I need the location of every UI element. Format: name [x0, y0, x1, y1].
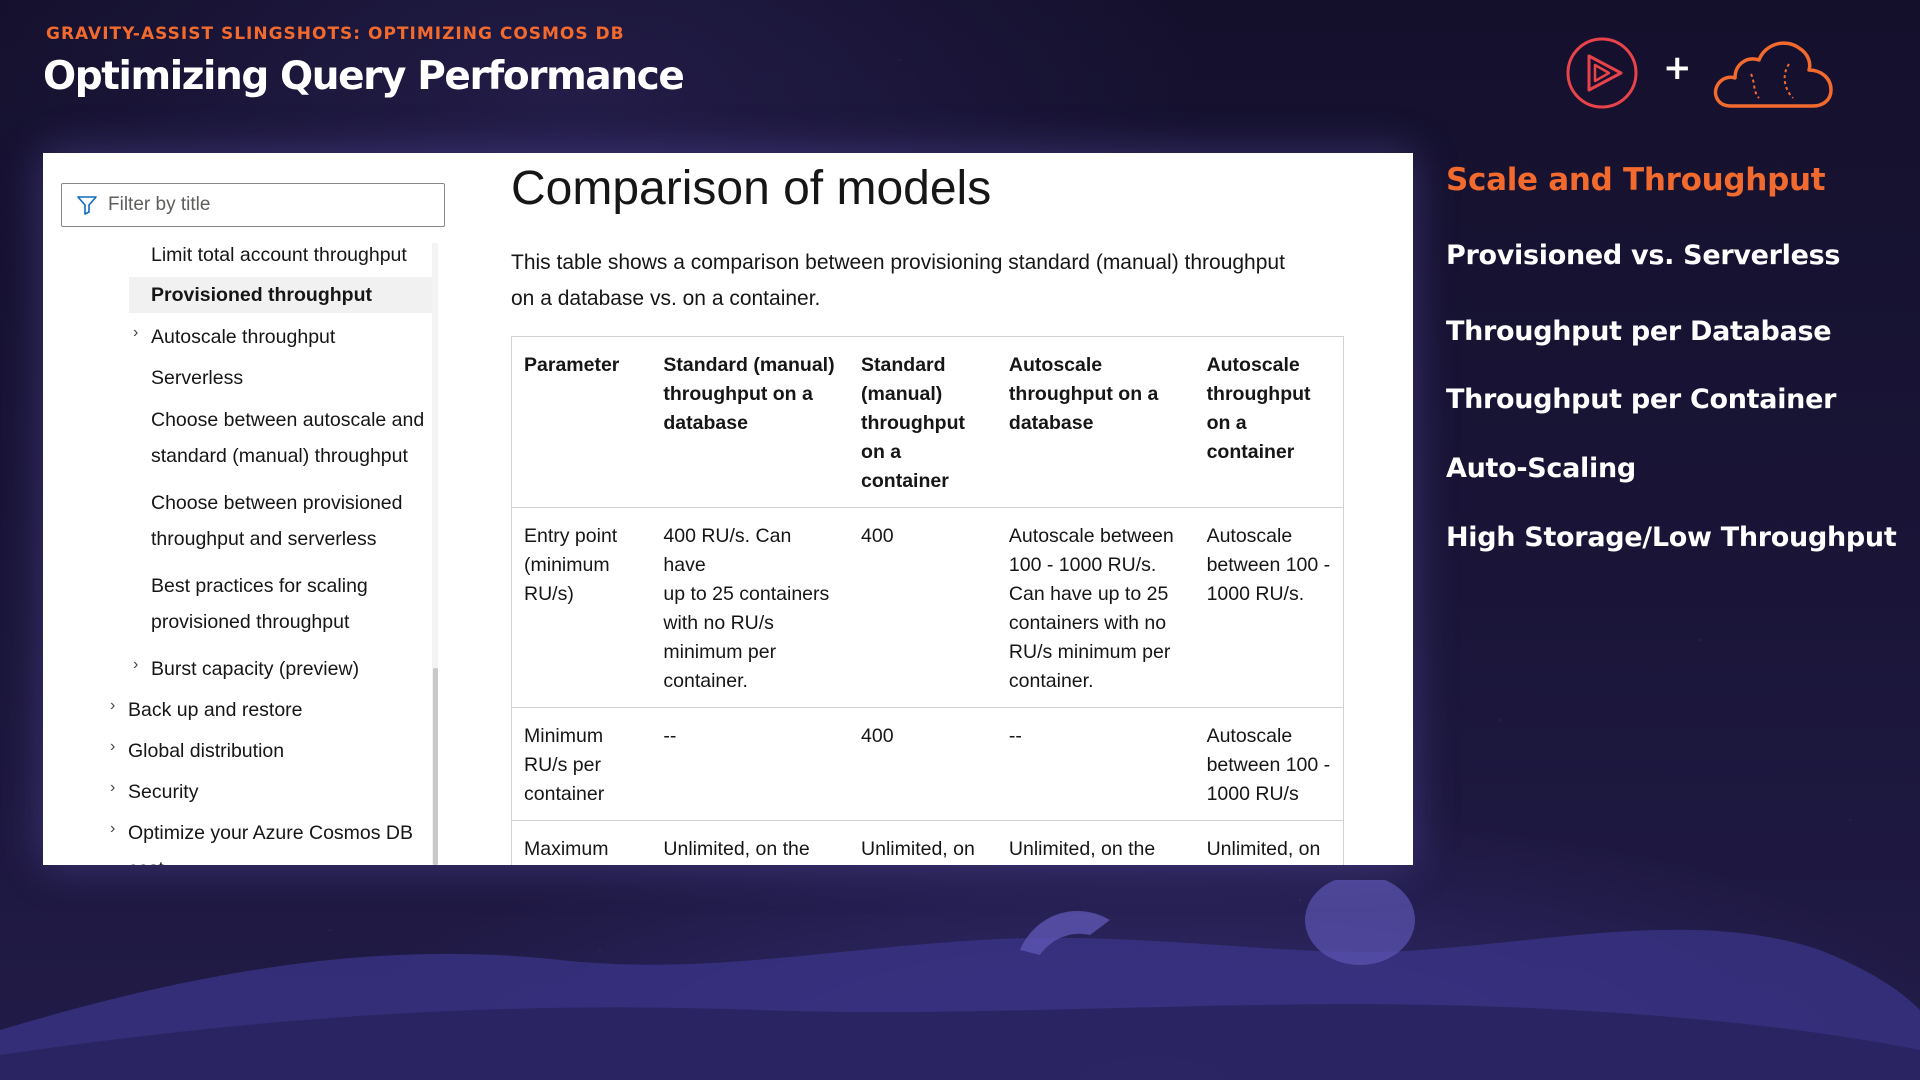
table-cell: Unlimited, on the: [996, 820, 1195, 865]
table-cell: Entry point (minimum RU/s): [511, 507, 652, 708]
table-cell: 400 RU/s. Can have up to 25 containers wit…: [651, 507, 850, 708]
table-header-row: Parameter Standard (manual) throughput on …: [511, 336, 1344, 508]
topic-auto-scaling: Auto-Scaling: [1446, 453, 1636, 484]
topic-high-storage-low-throughput: High Storage/Low Throughput: [1446, 522, 1897, 553]
chevron-right-icon[interactable]: ›: [110, 738, 116, 755]
table-cell: Unlimited, on: [1194, 820, 1344, 865]
play-logo-icon: [1566, 37, 1638, 109]
topic-throughput-per-container: Throughput per Container: [1446, 384, 1837, 415]
table-cell: 400: [849, 707, 997, 821]
table-row: Minimum RU/s per container -- 400 -- Autoscale…: [511, 707, 1344, 821]
toc-item-burst-capacity[interactable]: Burst capacity (preview): [151, 658, 360, 680]
toc-item-serverless[interactable]: Serverless: [151, 367, 244, 389]
header-title: Optimizing Query Performance: [43, 54, 685, 99]
table-cell: --: [651, 707, 850, 821]
filter-icon: [77, 196, 97, 215]
toc-item-choose-provisioned-serverless[interactable]: Choose between provisioned throughput and…: [151, 492, 403, 550]
filter-input[interactable]: Filter by title: [61, 183, 445, 227]
table-cell: Minimum RU/s per container: [511, 707, 652, 821]
table-row: Entry point (minimum RU/s) 400 RU/s. Can ha…: [511, 507, 1344, 708]
filter-placeholder: Filter by title: [108, 194, 211, 215]
table-header-cell: Standard (manual) throughput on a database: [651, 336, 850, 508]
topic-provisioned-vs-serverless: Provisioned vs. Serverless: [1446, 240, 1841, 271]
header-kicker: GRAVITY-ASSIST SLINGSHOTS: OPTIMIZING CO…: [46, 24, 625, 44]
toc-item-back-up-and-restore[interactable]: Back up and restore: [128, 699, 303, 721]
table-cell: 400: [849, 507, 997, 708]
table-cell: Maximum: [511, 820, 652, 865]
page-title: Comparison of models: [511, 162, 992, 215]
toc-item-provisioned-throughput[interactable]: Provisioned throughput: [129, 277, 433, 313]
table-cell: Unlimited, on: [849, 820, 997, 865]
table-row: Maximum Unlimited, on the Unlimited, on Unl…: [511, 820, 1344, 865]
table-header-cell: Autoscale throughput on a database: [996, 336, 1195, 508]
toc-item-security[interactable]: Security: [128, 781, 199, 803]
toc-item-choose-autoscale-standard[interactable]: Choose between autoscale and standard (ma…: [151, 409, 425, 467]
chevron-right-icon[interactable]: ›: [110, 820, 116, 837]
logo-group: +: [1565, 34, 1835, 114]
toc-item-global-distribution[interactable]: Global distribution: [128, 740, 285, 762]
topic-throughput-per-database: Throughput per Database: [1446, 316, 1832, 347]
table-body: Entry point (minimum RU/s) 400 RU/s. Can ha…: [511, 507, 1344, 865]
moon-surface-illustration: [0, 880, 1920, 1080]
toc-scrollbar-thumb[interactable]: [433, 668, 438, 865]
topic-scale-and-throughput: Scale and Throughput: [1446, 162, 1826, 198]
toc-item-optimize-cost[interactable]: Optimize your Azure Cosmos DBcost: [128, 822, 414, 865]
comparison-table: Parameter Standard (manual) throughput on …: [511, 336, 1344, 865]
chevron-right-icon[interactable]: ›: [110, 697, 116, 714]
table-cell: --: [996, 707, 1195, 821]
plus-sign: +: [1663, 48, 1692, 88]
intro-paragraph: This table shows a comparison between pr…: [511, 251, 1285, 310]
table-header-cell: Standard (manual) throughput on a container: [849, 336, 997, 508]
table-cell: Autoscale between 100 -1000 RU/s: [1194, 707, 1344, 821]
table-cell: Autoscale between 100 - 1000 RU/s. Can hav…: [996, 507, 1195, 708]
table-header-cell: Parameter: [511, 336, 652, 508]
docs-browser-window: Filter by title Limit total account thro…: [43, 153, 1413, 865]
chevron-right-icon[interactable]: ›: [133, 324, 139, 341]
table-header-cell: Autoscale throughput on a container: [1194, 336, 1344, 508]
toc-item-limit-total-account-throughput[interactable]: Limit total account throughput: [151, 244, 407, 266]
chevron-right-icon[interactable]: ›: [110, 779, 116, 796]
chevron-right-icon[interactable]: ›: [133, 656, 139, 673]
toc-scrollbar-track[interactable]: [432, 243, 438, 865]
toc-item-best-practices-scaling[interactable]: Best practices for scaling provisioned th…: [151, 575, 368, 633]
toc-item-autoscale-throughput[interactable]: Autoscale throughput: [151, 326, 336, 348]
cloud-logo-icon: [1713, 41, 1833, 108]
table-cell: Unlimited, on the: [651, 820, 850, 865]
table-cell: Autoscale between 100 -1000 RU/s.: [1194, 507, 1344, 708]
